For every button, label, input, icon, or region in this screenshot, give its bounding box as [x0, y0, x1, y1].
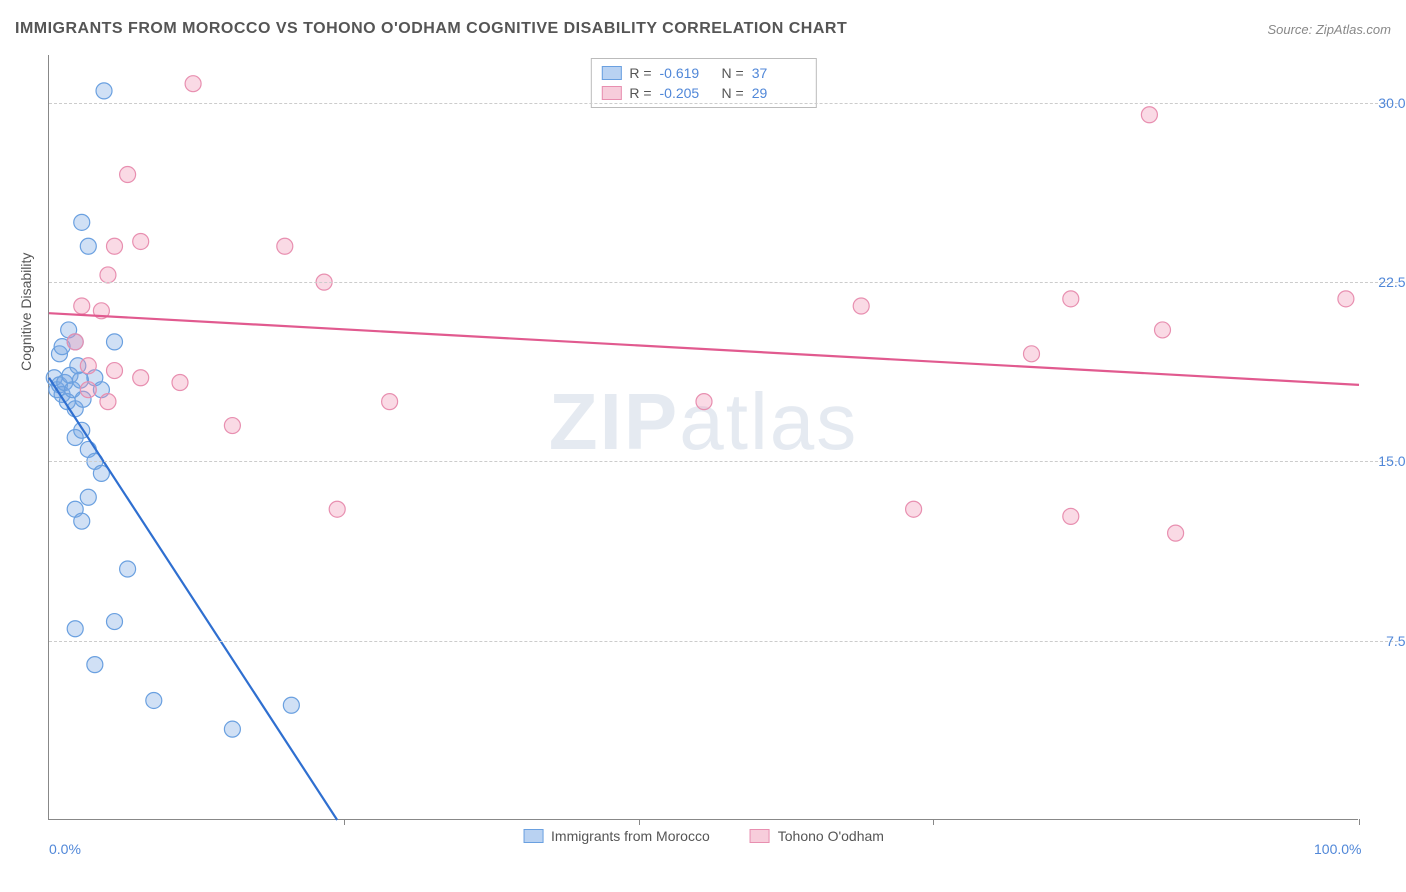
data-point: [74, 214, 90, 230]
data-point: [1141, 107, 1157, 123]
legend-n-value: 29: [752, 85, 806, 101]
data-point: [67, 621, 83, 637]
data-point: [329, 501, 345, 517]
legend-row: R = -0.205 N = 29: [601, 83, 805, 103]
trend-line: [49, 378, 337, 820]
data-point: [100, 267, 116, 283]
chart-header: IMMIGRANTS FROM MOROCCO VS TOHONO O'ODHA…: [15, 20, 1391, 38]
data-point: [1155, 322, 1171, 338]
data-point: [74, 513, 90, 529]
data-point: [100, 394, 116, 410]
gridline: [49, 282, 1398, 283]
legend-n-label: N =: [722, 65, 744, 81]
data-point: [277, 238, 293, 254]
data-point: [906, 501, 922, 517]
data-point: [853, 298, 869, 314]
data-point: [80, 489, 96, 505]
data-point: [1168, 525, 1184, 541]
y-tick-label: 7.5%: [1386, 633, 1406, 649]
y-tick-label: 15.0%: [1378, 453, 1406, 469]
legend-swatch: [750, 829, 770, 843]
data-point: [80, 382, 96, 398]
data-point: [107, 334, 123, 350]
data-point: [80, 238, 96, 254]
legend-swatch: [601, 66, 621, 80]
legend-r-value: -0.619: [660, 65, 714, 81]
legend-r-label: R =: [629, 85, 651, 101]
plot-area: ZIPatlas R =-0.619N =37R =-0.205N =29 Im…: [48, 55, 1358, 820]
legend-row: R = -0.619 N = 37: [601, 63, 805, 83]
gridline: [49, 641, 1398, 642]
gridline: [49, 461, 1398, 462]
data-point: [185, 76, 201, 92]
series-legend-item: Immigrants from Morocco: [523, 828, 710, 844]
series-legend: Immigrants from Morocco Tohono O'odham: [523, 828, 884, 844]
data-point: [696, 394, 712, 410]
gridline: [49, 103, 1398, 104]
x-tick: [344, 819, 345, 825]
source-value: ZipAtlas.com: [1316, 22, 1391, 37]
y-tick-label: 30.0%: [1378, 95, 1406, 111]
source-label: Source:: [1267, 22, 1315, 37]
y-tick-label: 22.5%: [1378, 274, 1406, 290]
data-point: [107, 363, 123, 379]
series-legend-item: Tohono O'odham: [750, 828, 884, 844]
data-point: [133, 370, 149, 386]
x-tick: [639, 819, 640, 825]
x-tick: [1359, 819, 1360, 825]
data-point: [224, 721, 240, 737]
legend-r-label: R =: [629, 65, 651, 81]
x-tick: [933, 819, 934, 825]
data-point: [96, 83, 112, 99]
data-point: [87, 657, 103, 673]
data-point: [133, 233, 149, 249]
data-point: [224, 418, 240, 434]
data-point: [107, 614, 123, 630]
legend-n-label: N =: [722, 85, 744, 101]
data-point: [67, 334, 83, 350]
legend-swatch: [601, 86, 621, 100]
source-attribution: Source: ZipAtlas.com: [1267, 22, 1391, 37]
legend-n-value: 37: [752, 65, 806, 81]
data-point: [1338, 291, 1354, 307]
x-tick-label: 0.0%: [49, 841, 81, 857]
legend-r-value: -0.205: [660, 85, 714, 101]
data-point: [120, 167, 136, 183]
data-point: [1063, 291, 1079, 307]
data-point: [1063, 508, 1079, 524]
data-point: [74, 298, 90, 314]
correlation-legend: R = -0.619 N = 37 R = -0.205 N = 29: [590, 58, 816, 108]
data-point: [120, 561, 136, 577]
series-name: Immigrants from Morocco: [551, 828, 710, 844]
data-point: [382, 394, 398, 410]
chart-title: IMMIGRANTS FROM MOROCCO VS TOHONO O'ODHA…: [15, 20, 847, 38]
scatter-plot-svg: [49, 55, 1358, 819]
data-point: [172, 375, 188, 391]
legend-swatch: [523, 829, 543, 843]
x-tick-label: 100.0%: [1314, 841, 1361, 857]
series-name: Tohono O'odham: [778, 828, 884, 844]
data-point: [1024, 346, 1040, 362]
y-axis-label: Cognitive Disability: [18, 253, 34, 371]
data-point: [283, 697, 299, 713]
data-point: [80, 358, 96, 374]
data-point: [146, 692, 162, 708]
data-point: [107, 238, 123, 254]
